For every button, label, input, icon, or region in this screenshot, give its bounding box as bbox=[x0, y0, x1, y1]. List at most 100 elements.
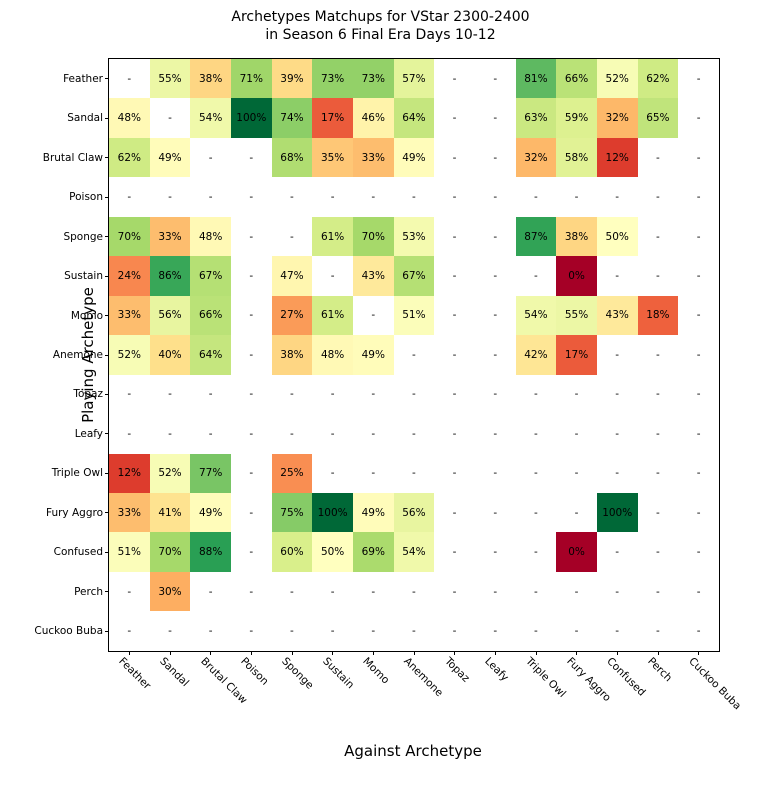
heatmap-cell: 17% bbox=[556, 335, 597, 374]
heatmap-cell: - bbox=[475, 375, 516, 414]
heatmap-cell: - bbox=[231, 177, 272, 216]
heatmap-cell: - bbox=[231, 611, 272, 651]
heatmap-cell: - bbox=[475, 414, 516, 453]
x-tick-mark bbox=[617, 651, 618, 655]
heatmap-cell: - bbox=[638, 454, 679, 493]
heatmap-cell: - bbox=[597, 572, 638, 611]
heatmap-cell: - bbox=[231, 414, 272, 453]
heatmap-cell: - bbox=[272, 177, 313, 216]
heatmap-cell: - bbox=[678, 177, 719, 216]
heatmap-cell: - bbox=[394, 177, 435, 216]
heatmap-cell: 35% bbox=[312, 138, 353, 177]
heatmap-cell: - bbox=[394, 572, 435, 611]
y-tick-mark bbox=[105, 631, 109, 632]
heatmap-cell: 66% bbox=[190, 296, 231, 335]
heatmap-cell: 43% bbox=[597, 296, 638, 335]
heatmap-cell: 64% bbox=[394, 98, 435, 137]
y-tick-mark bbox=[105, 157, 109, 158]
heatmap-cell: - bbox=[109, 59, 150, 98]
heatmap-cell: 48% bbox=[312, 335, 353, 374]
heatmap-cell: - bbox=[556, 493, 597, 532]
heatmap-cell: - bbox=[150, 98, 191, 137]
heatmap-cell: - bbox=[150, 611, 191, 651]
heatmap-cell: 68% bbox=[272, 138, 313, 177]
heatmap-cell: 48% bbox=[190, 217, 231, 256]
heatmap-cell: - bbox=[638, 335, 679, 374]
y-tick-mark bbox=[105, 394, 109, 395]
heatmap-cell: 53% bbox=[394, 217, 435, 256]
y-tick-label: Feather bbox=[63, 73, 109, 85]
heatmap-cell: 64% bbox=[190, 335, 231, 374]
x-tick-mark bbox=[373, 651, 374, 655]
chart-frame: Archetypes Matchups for VStar 2300-2400i… bbox=[0, 0, 761, 789]
heatmap-cell: - bbox=[678, 217, 719, 256]
y-tick-label: Perch bbox=[74, 586, 109, 598]
heatmap-cell: 33% bbox=[109, 493, 150, 532]
heatmap-cell: 88% bbox=[190, 532, 231, 571]
heatmap-cell: 77% bbox=[190, 454, 231, 493]
heatmap-cell: 47% bbox=[272, 256, 313, 295]
heatmap-cell: - bbox=[678, 98, 719, 137]
heatmap-cell: 57% bbox=[394, 59, 435, 98]
y-tick-mark bbox=[105, 512, 109, 513]
heatmap-cell: - bbox=[516, 532, 557, 571]
heatmap-cell: - bbox=[190, 414, 231, 453]
heatmap-cell: - bbox=[434, 375, 475, 414]
heatmap-cell: - bbox=[231, 375, 272, 414]
heatmap-cell: 41% bbox=[150, 493, 191, 532]
heatmap-cell: 61% bbox=[312, 217, 353, 256]
heatmap-cell: 50% bbox=[312, 532, 353, 571]
y-tick-label: Confused bbox=[54, 546, 109, 558]
heatmap-cell: 54% bbox=[394, 532, 435, 571]
heatmap-cell: 81% bbox=[516, 59, 557, 98]
heatmap-cell: 18% bbox=[638, 296, 679, 335]
heatmap-cell: - bbox=[638, 138, 679, 177]
heatmap-cell: 75% bbox=[272, 493, 313, 532]
x-tick-mark bbox=[698, 651, 699, 655]
heatmap-cell: 60% bbox=[272, 532, 313, 571]
x-tick-mark bbox=[658, 651, 659, 655]
heatmap-cell: - bbox=[150, 177, 191, 216]
y-tick-label: Sustain bbox=[64, 270, 109, 282]
heatmap-cell: 70% bbox=[353, 217, 394, 256]
y-tick-mark bbox=[105, 118, 109, 119]
heatmap-cell: 38% bbox=[272, 335, 313, 374]
x-tick-mark bbox=[576, 651, 577, 655]
heatmap-cell: 58% bbox=[556, 138, 597, 177]
heatmap-cell: 38% bbox=[556, 217, 597, 256]
heatmap-cell: - bbox=[434, 296, 475, 335]
heatmap-cell: - bbox=[353, 296, 394, 335]
heatmap-cell: 49% bbox=[353, 335, 394, 374]
heatmap-cell: - bbox=[475, 256, 516, 295]
y-tick-mark bbox=[105, 473, 109, 474]
heatmap-cell: - bbox=[516, 414, 557, 453]
title-line-2: in Season 6 Final Era Days 10-12 bbox=[265, 27, 495, 43]
y-tick-mark bbox=[105, 355, 109, 356]
heatmap-cell: - bbox=[556, 454, 597, 493]
x-tick-mark bbox=[332, 651, 333, 655]
heatmap-cell: 100% bbox=[597, 493, 638, 532]
heatmap-cell: 46% bbox=[353, 98, 394, 137]
heatmap-cell: 67% bbox=[190, 256, 231, 295]
heatmap-cell: 33% bbox=[109, 296, 150, 335]
heatmap-cell: - bbox=[434, 532, 475, 571]
heatmap-cell: - bbox=[597, 611, 638, 651]
heatmap-cell: - bbox=[556, 414, 597, 453]
heatmap-cell: 33% bbox=[150, 217, 191, 256]
heatmap-cell: - bbox=[475, 177, 516, 216]
heatmap-cell: 66% bbox=[556, 59, 597, 98]
heatmap-cell: - bbox=[475, 59, 516, 98]
heatmap-cell: - bbox=[394, 375, 435, 414]
heatmap-cell: - bbox=[638, 414, 679, 453]
heatmap-cell: 73% bbox=[312, 59, 353, 98]
heatmap-cell: - bbox=[516, 375, 557, 414]
x-tick-mark bbox=[210, 651, 211, 655]
heatmap-cell: - bbox=[231, 217, 272, 256]
heatmap-cell: - bbox=[231, 532, 272, 571]
heatmap-cell: 70% bbox=[150, 532, 191, 571]
heatmap-cell: - bbox=[434, 177, 475, 216]
heatmap-cell: 86% bbox=[150, 256, 191, 295]
heatmap-cell: - bbox=[516, 454, 557, 493]
heatmap-cell: - bbox=[434, 454, 475, 493]
x-tick-label: Cuckoo Buba bbox=[686, 651, 747, 712]
